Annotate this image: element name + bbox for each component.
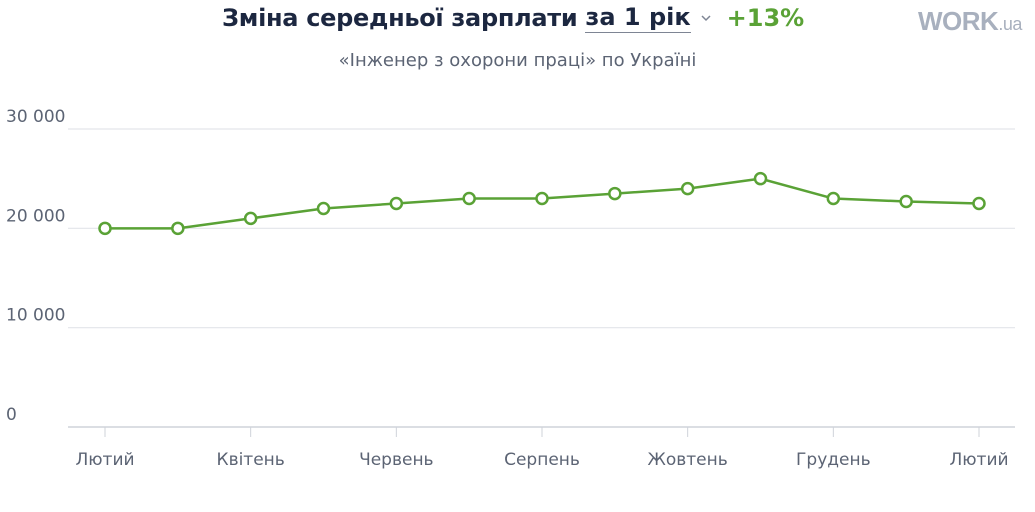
chart-title: Зміна середньої зарплати [222,4,578,32]
data-point-marker[interactable] [972,196,986,211]
y-axis: 0 10 000 20 000 30 000 [6,107,65,425]
data-series [98,171,986,236]
x-tick-label: Серпень [504,450,580,470]
work-ua-logo[interactable]: WORK.ua [918,6,1022,37]
logo-suffix: .ua [998,14,1022,34]
data-point-marker[interactable] [753,171,768,186]
period-selector[interactable]: за 1 рік [585,3,691,33]
x-tick-label: Жовтень [648,450,728,470]
y-tick-label: 30 000 [6,107,65,127]
subtitle-text: «Інженер з охорони праці» по Україні [338,50,697,71]
data-point-marker[interactable] [826,191,841,206]
salary-change-percent: +13% [726,4,805,32]
data-point-marker[interactable] [98,221,112,236]
data-point-marker[interactable] [171,221,185,236]
y-tick-label: 20 000 [6,206,65,226]
x-tick-label: Лютий [75,450,134,470]
x-tick-label: Квітень [217,450,285,470]
data-point-marker[interactable] [462,191,476,206]
x-axis: Лютий Квітень Червень Серпень Жовтень Грудень… [68,426,1015,470]
data-point-marker[interactable] [316,201,331,216]
data-point-marker[interactable] [680,181,695,196]
data-point-marker[interactable] [608,186,622,201]
data-point-marker[interactable] [389,196,404,211]
y-tick-label: 0 [6,405,17,425]
logo-main: WORK [918,6,999,36]
x-tick-label: Лютий [949,450,1008,470]
y-tick-label: 10 000 [6,306,65,326]
grid-lines [68,128,1015,329]
x-tick-label: Грудень [796,450,871,470]
x-tick-label: Червень [359,450,434,470]
chart-header: Зміна середньої зарплати за 1 рік +13% W… [0,0,1035,40]
chevron-down-icon[interactable] [701,13,711,23]
title-row: Зміна середньої зарплати за 1 рік +13% [222,0,804,36]
data-point-marker[interactable] [899,194,913,209]
data-point-marker[interactable] [535,191,549,206]
chart-subtitle: «Інженер з охорони праці» по Україні [0,50,1035,71]
data-point-marker[interactable] [243,211,258,226]
